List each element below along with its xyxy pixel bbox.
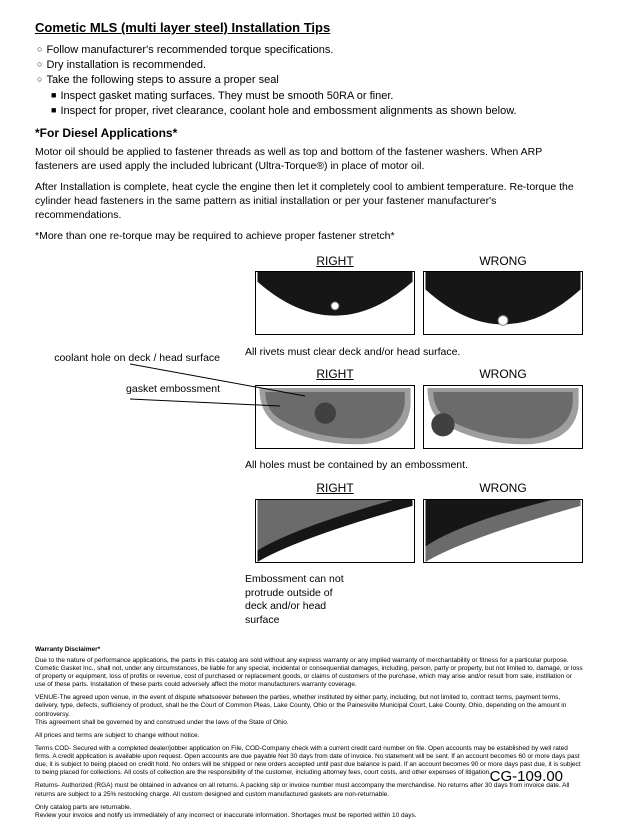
- diagram-row-3: RIGHT WRONG: [35, 481, 583, 571]
- bullet-item: ○Dry installation is recommended.: [37, 58, 583, 72]
- bullet-item: ○Take the following steps to assure a pr…: [37, 73, 583, 87]
- bullet-text: Follow manufacturer's recommended torque…: [46, 43, 333, 57]
- diesel-para-2: After Installation is complete, heat cyc…: [35, 181, 583, 222]
- disclaimer-para: Only catalog parts are returnable.Review…: [35, 804, 583, 820]
- rivet-wrong-diagram: [423, 271, 583, 335]
- annotation-coolant-hole: coolant hole on deck / head surface: [35, 352, 220, 366]
- diagram-right-3: RIGHT: [255, 481, 415, 571]
- caption-3: Embossment can not protrude outside of d…: [35, 573, 355, 628]
- bullet-item: ○Follow manufacturer's recommended torqu…: [37, 43, 583, 57]
- diagram-wrong-1: WRONG: [423, 254, 583, 344]
- disclaimer-para: Due to the nature of performance applica…: [35, 657, 583, 690]
- footer-code: CG-109.00: [490, 767, 563, 787]
- retorque-note: *More than one re-torque may be required…: [35, 230, 583, 244]
- right-label: RIGHT: [255, 481, 415, 497]
- bullet-text: Take the following steps to assure a pro…: [46, 73, 278, 87]
- caption-2: All holes must be contained by an emboss…: [35, 459, 583, 473]
- bullet-text: Dry installation is recommended.: [46, 58, 206, 72]
- diesel-heading: *For Diesel Applications*: [35, 126, 583, 142]
- diagram-wrong-2: WRONG: [423, 367, 583, 457]
- bullet-text: Inspect gasket mating surfaces. They mus…: [60, 89, 393, 103]
- wrong-label: WRONG: [423, 367, 583, 383]
- bullet-list: ○Follow manufacturer's recommended torqu…: [37, 43, 583, 118]
- bullet-text: Inspect for proper, rivet clearance, coo…: [60, 104, 516, 118]
- diagram-row-1: RIGHT WRONG: [35, 254, 583, 344]
- diagram-section: RIGHT WRONG All rivets must clear deck a…: [35, 254, 583, 628]
- diagram-right-2: RIGHT: [255, 367, 415, 457]
- disclaimer-para: All prices and terms are subject to chan…: [35, 732, 583, 740]
- diagram-right-1: RIGHT: [255, 254, 415, 344]
- embossment-right-diagram: [255, 385, 415, 449]
- rivet-right-diagram: [255, 271, 415, 335]
- right-label: RIGHT: [255, 254, 415, 270]
- right-label: RIGHT: [255, 367, 415, 383]
- diagram-wrong-3: WRONG: [423, 481, 583, 571]
- warranty-disclaimer: Warranty Disclaimer* Due to the nature o…: [35, 646, 583, 820]
- sub-bullet-item: ■Inspect gasket mating surfaces. They mu…: [51, 89, 583, 103]
- protrude-right-diagram: [255, 499, 415, 563]
- embossment-wrong-diagram: [423, 385, 583, 449]
- disclaimer-heading: Warranty Disclaimer*: [35, 646, 583, 654]
- wrong-label: WRONG: [423, 481, 583, 497]
- annotation-gasket-embossment: gasket embossment: [35, 383, 220, 397]
- disclaimer-para: VENUE-The agreed upon venue, in the even…: [35, 694, 583, 727]
- page-title: Cometic MLS (multi layer steel) Installa…: [35, 20, 583, 37]
- wrong-label: WRONG: [423, 254, 583, 270]
- protrude-wrong-diagram: [423, 499, 583, 563]
- annotation-labels: coolant hole on deck / head surface gask…: [35, 352, 220, 397]
- sub-bullet-item: ■Inspect for proper, rivet clearance, co…: [51, 104, 583, 118]
- diesel-para-1: Motor oil should be applied to fastener …: [35, 146, 583, 173]
